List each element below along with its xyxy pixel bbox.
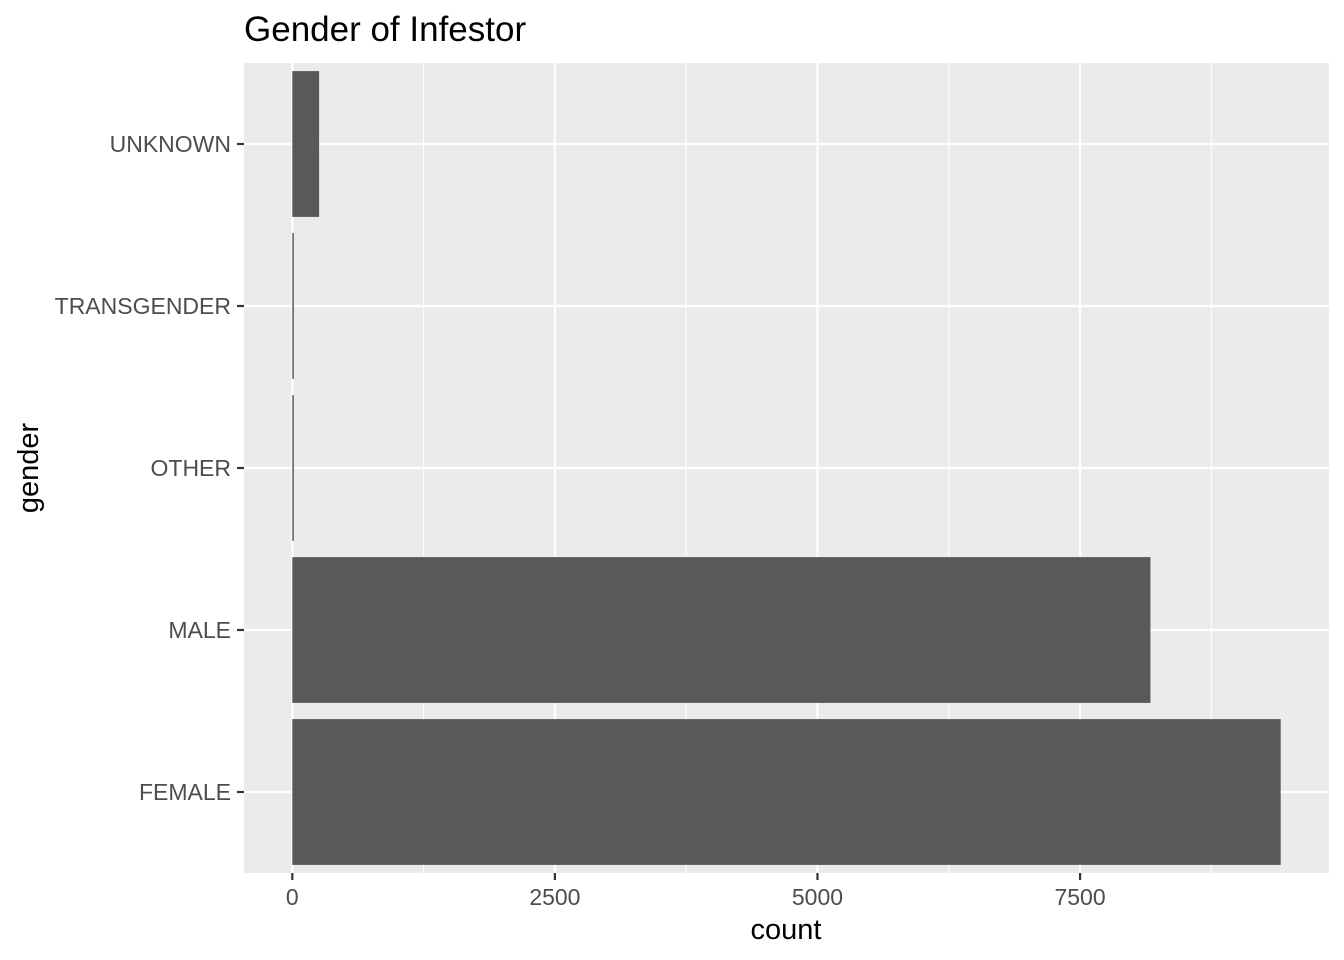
bar-other <box>292 395 294 541</box>
chart-title: Gender of Infestor <box>244 10 526 49</box>
y-axis-ticks: FEMALE MALE OTHER TRANSGENDER UNKNOWN <box>55 131 244 805</box>
y-axis-title: gender <box>13 423 45 514</box>
bar-transgender <box>292 233 294 379</box>
y-tick-label-male: MALE <box>168 617 231 643</box>
bar-male <box>292 557 1151 703</box>
y-tick-label-unknown: UNKNOWN <box>110 131 231 157</box>
y-tick-label-other: OTHER <box>151 455 232 481</box>
x-tick-label: 0 <box>286 884 299 910</box>
x-axis-title: count <box>751 914 822 946</box>
bar-unknown <box>292 71 320 217</box>
x-axis-ticks: 0 2500 5000 7500 <box>286 873 1106 910</box>
bars <box>292 71 1281 865</box>
x-tick-label: 7500 <box>1054 884 1105 910</box>
bar-female <box>292 719 1281 865</box>
x-tick-label: 5000 <box>792 884 843 910</box>
y-tick-label-transgender: TRANSGENDER <box>55 293 231 319</box>
x-tick-label: 2500 <box>529 884 580 910</box>
y-tick-label-female: FEMALE <box>139 779 231 805</box>
